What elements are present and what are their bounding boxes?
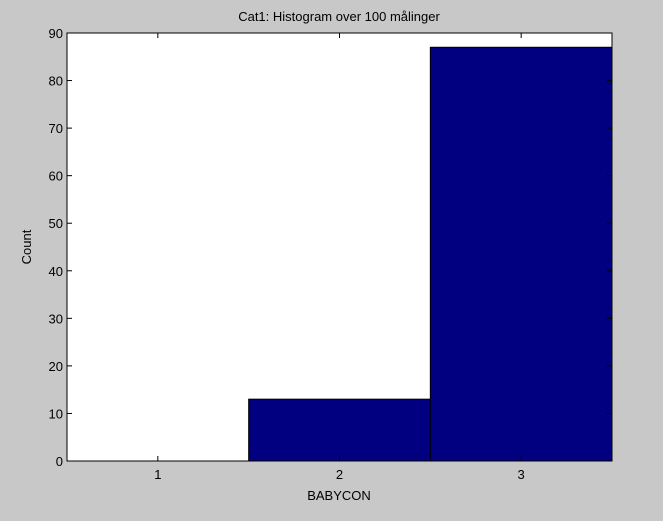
y-tick-label: 90 bbox=[49, 26, 63, 41]
y-tick-label: 0 bbox=[56, 454, 63, 469]
x-tick-label: 1 bbox=[154, 467, 161, 482]
y-tick-label: 50 bbox=[49, 216, 63, 231]
bar-2 bbox=[248, 398, 431, 462]
y-tick-label: 60 bbox=[49, 169, 63, 184]
y-tick-label: 30 bbox=[49, 311, 63, 326]
y-tick-label: 20 bbox=[49, 359, 63, 374]
x-tick-label: 2 bbox=[336, 467, 343, 482]
y-axis-label: Count bbox=[19, 229, 34, 264]
y-tick-label: 80 bbox=[49, 74, 63, 89]
y-tick-label: 10 bbox=[49, 406, 63, 421]
y-tick-label: 40 bbox=[49, 264, 63, 279]
chart-title: Cat1: Histogram over 100 målinger bbox=[238, 9, 440, 24]
bar-3 bbox=[429, 46, 613, 462]
y-tick-label: 70 bbox=[49, 121, 63, 136]
x-tick-label: 3 bbox=[518, 467, 525, 482]
x-axis-label: BABYCON bbox=[307, 488, 371, 503]
